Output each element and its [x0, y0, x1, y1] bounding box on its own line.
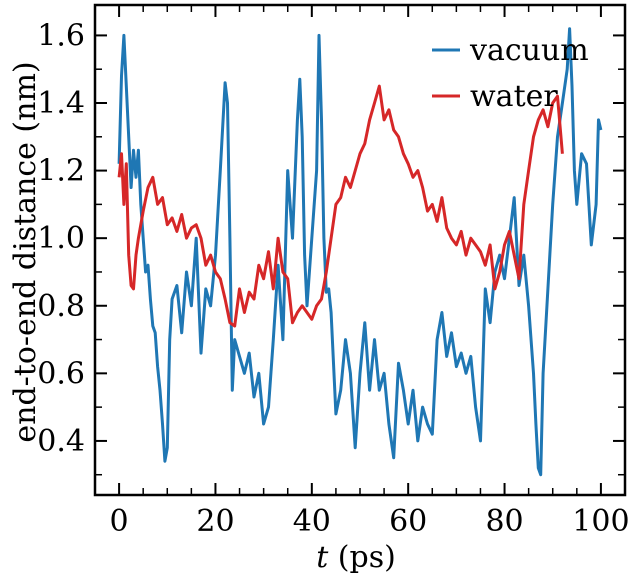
legend: vacuum water	[432, 33, 589, 114]
x-tick-label: 100	[572, 504, 629, 539]
y-tick-label: 0.6	[37, 356, 85, 391]
x-tick-label: 40	[293, 504, 331, 539]
x-tick-label: 0	[110, 504, 129, 539]
y-tick-label: 1.0	[37, 221, 85, 256]
plot-frame	[93, 3, 627, 497]
y-tick-label: 1.4	[37, 86, 85, 121]
x-axis-label: t (ps)	[316, 540, 396, 575]
series-layer	[117, 27, 603, 477]
legend-label-vacuum: vacuum	[469, 33, 589, 68]
legend-label-water: water	[470, 79, 558, 114]
x-axis-unit: (ps)	[328, 540, 396, 575]
y-axis-label: end-to-end distance (nm)	[8, 61, 43, 442]
y-tick-label: 1.6	[37, 18, 85, 53]
x-tick-label: 80	[485, 504, 523, 539]
series-line-vacuum	[117, 27, 603, 477]
x-tick-label: 20	[196, 504, 234, 539]
tick-labels-layer: 0 20 40 60 80 100 0.4 0.6 0.8 1.0 1.2 1.4 1.6	[37, 18, 629, 539]
x-axis-variable: t	[316, 540, 329, 575]
y-tick-label: 1.2	[37, 154, 85, 189]
x-tick-label: 60	[389, 504, 427, 539]
series-line-water	[117, 84, 564, 328]
y-tick-label: 0.8	[37, 289, 85, 324]
y-tick-label: 0.4	[37, 424, 85, 459]
